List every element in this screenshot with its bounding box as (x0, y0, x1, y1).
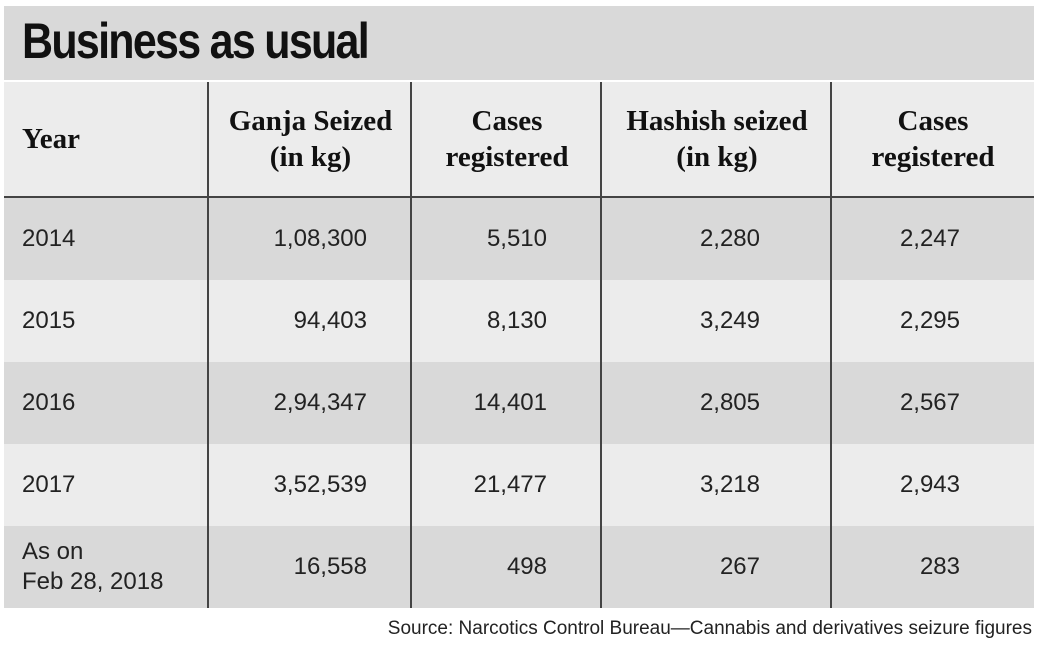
table-row: 2016 2,94,347 14,401 2,805 2,567 (4, 362, 1034, 444)
cell-year: As on Feb 28, 2018 (22, 538, 164, 595)
cell-hashish-cases: 2,567 (899, 389, 960, 416)
header-ganja-seized: Ganja Seized (in kg) (228, 105, 393, 173)
column-divider (830, 82, 832, 608)
cell-ganja-cases: 14,401 (473, 389, 547, 416)
cell-hashish-seized: 2,805 (699, 389, 760, 416)
source-note: Source: Narcotics Control Bureau—Cannabi… (387, 618, 1032, 639)
cell-ganja-seized: 2,94,347 (273, 389, 367, 416)
cell-hashish-cases: 2,247 (899, 225, 960, 252)
table-header-row: Year Ganja Seized (in kg) Cases register… (4, 82, 1034, 198)
cell-ganja-seized: 94,403 (293, 307, 367, 334)
cell-ganja-seized: 16,558 (293, 553, 367, 580)
cell-ganja-seized: 3,52,539 (273, 471, 367, 498)
cell-hashish-seized: 3,249 (699, 307, 760, 334)
header-hashish-seized: Hashish seized (in kg) (626, 105, 808, 173)
cell-hashish-seized: 2,280 (699, 225, 760, 252)
cell-ganja-seized: 1,08,300 (273, 225, 367, 252)
seizure-table: Year Ganja Seized (in kg) Cases register… (4, 82, 1034, 608)
cell-hashish-seized: 267 (719, 553, 760, 580)
cell-year: 2017 (22, 471, 76, 498)
cell-hashish-seized: 3,218 (699, 471, 760, 498)
column-divider (207, 82, 209, 608)
header-cases-registered-hashish: Cases registered (871, 105, 995, 173)
cell-ganja-cases: 5,510 (486, 225, 547, 252)
title-bar: Business as usual (4, 6, 1034, 80)
cell-year: 2016 (22, 389, 76, 416)
cell-ganja-cases: 498 (506, 553, 547, 580)
cell-year: 2014 (22, 225, 76, 252)
table-row: As on Feb 28, 2018 16,558 498 267 283 (4, 526, 1034, 608)
table-row: 2015 94,403 8,130 3,249 2,295 (4, 280, 1034, 362)
cell-ganja-cases: 8,130 (486, 307, 547, 334)
table-row: 2014 1,08,300 5,510 2,280 2,247 (4, 198, 1034, 280)
table-row: 2017 3,52,539 21,477 3,218 2,943 (4, 444, 1034, 526)
header-year: Year (22, 123, 80, 155)
cell-hashish-cases: 283 (919, 553, 960, 580)
column-divider (410, 82, 412, 608)
page-title: Business as usual (22, 13, 370, 69)
cell-hashish-cases: 2,295 (899, 307, 960, 334)
cell-ganja-cases: 21,477 (473, 471, 547, 498)
header-cases-registered-ganja: Cases registered (445, 105, 569, 173)
cell-year: 2015 (22, 307, 76, 334)
column-divider (600, 82, 602, 608)
cell-hashish-cases: 2,943 (899, 471, 960, 498)
